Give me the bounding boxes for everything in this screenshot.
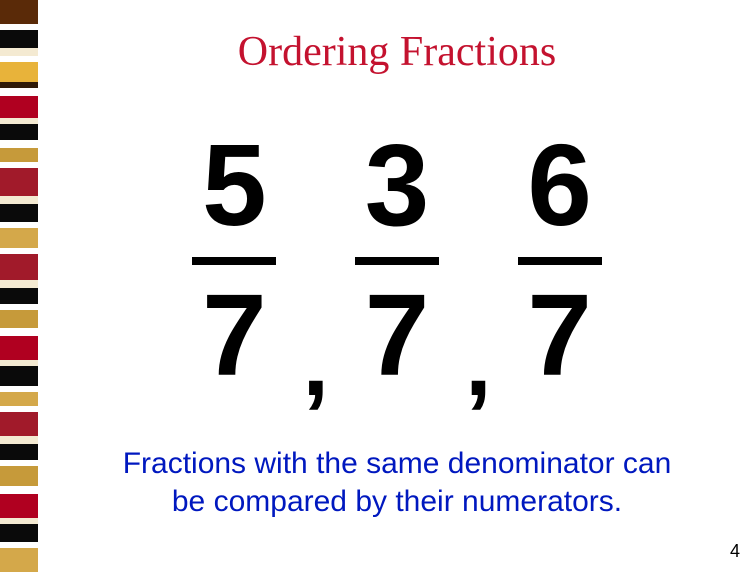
sidebar-stripe (0, 486, 38, 494)
fraction-numerator: 3 (365, 125, 430, 247)
fraction-denominator: 7 (365, 275, 430, 397)
sidebar-stripe (0, 494, 38, 518)
sidebar-stripe (0, 280, 38, 288)
sidebar-stripe (0, 436, 38, 444)
fraction: 37 (355, 125, 439, 397)
sidebar-stripe (0, 392, 38, 406)
sidebar-stripe (0, 88, 38, 96)
sidebar-stripe (0, 96, 38, 118)
page-number: 4 (730, 541, 740, 562)
fraction-numerator: 6 (527, 125, 592, 247)
sidebar-stripe (0, 30, 38, 48)
fraction-bar (518, 257, 602, 265)
sidebar-stripe (0, 310, 38, 328)
sidebar-stripe (0, 140, 38, 148)
sidebar-stripe (0, 228, 38, 248)
sidebar-stripe (0, 196, 38, 204)
fraction-separator: , (302, 339, 329, 387)
fraction: 67 (518, 125, 602, 397)
fractions-row: 57,37,67 (38, 125, 756, 397)
fraction: 57 (192, 125, 276, 397)
slide-caption: Fractions with the same denominator can … (38, 445, 756, 520)
fraction-denominator: 7 (202, 275, 267, 397)
fraction-bar (355, 257, 439, 265)
sidebar-stripe (0, 288, 38, 304)
sidebar-stripe (0, 328, 38, 336)
slide-content: Ordering Fractions 57,37,67 Fractions wi… (38, 0, 756, 576)
sidebar-stripe (0, 524, 38, 542)
sidebar-stripe (0, 444, 38, 460)
sidebar-stripe (0, 336, 38, 360)
sidebar-stripe (0, 124, 38, 140)
sidebar-stripe (0, 0, 38, 24)
fraction-denominator: 7 (527, 275, 592, 397)
sidebar-stripe (0, 204, 38, 222)
sidebar-stripe (0, 548, 38, 572)
sidebar-stripe (0, 48, 38, 56)
sidebar-stripe (0, 366, 38, 386)
sidebar-stripe (0, 62, 38, 82)
slide-title: Ordering Fractions (38, 28, 756, 76)
fraction-numerator: 5 (202, 125, 267, 247)
fraction-bar (192, 257, 276, 265)
sidebar-stripe (0, 254, 38, 280)
caption-line-2: be compared by their numerators. (172, 485, 622, 518)
sidebar-stripe (0, 466, 38, 486)
caption-line-1: Fractions with the same denominator can (123, 447, 672, 480)
sidebar-stripe (0, 168, 38, 196)
fraction-separator: , (465, 339, 492, 387)
sidebar-stripe (0, 148, 38, 162)
decorative-sidebar (0, 0, 38, 576)
sidebar-stripe (0, 412, 38, 436)
